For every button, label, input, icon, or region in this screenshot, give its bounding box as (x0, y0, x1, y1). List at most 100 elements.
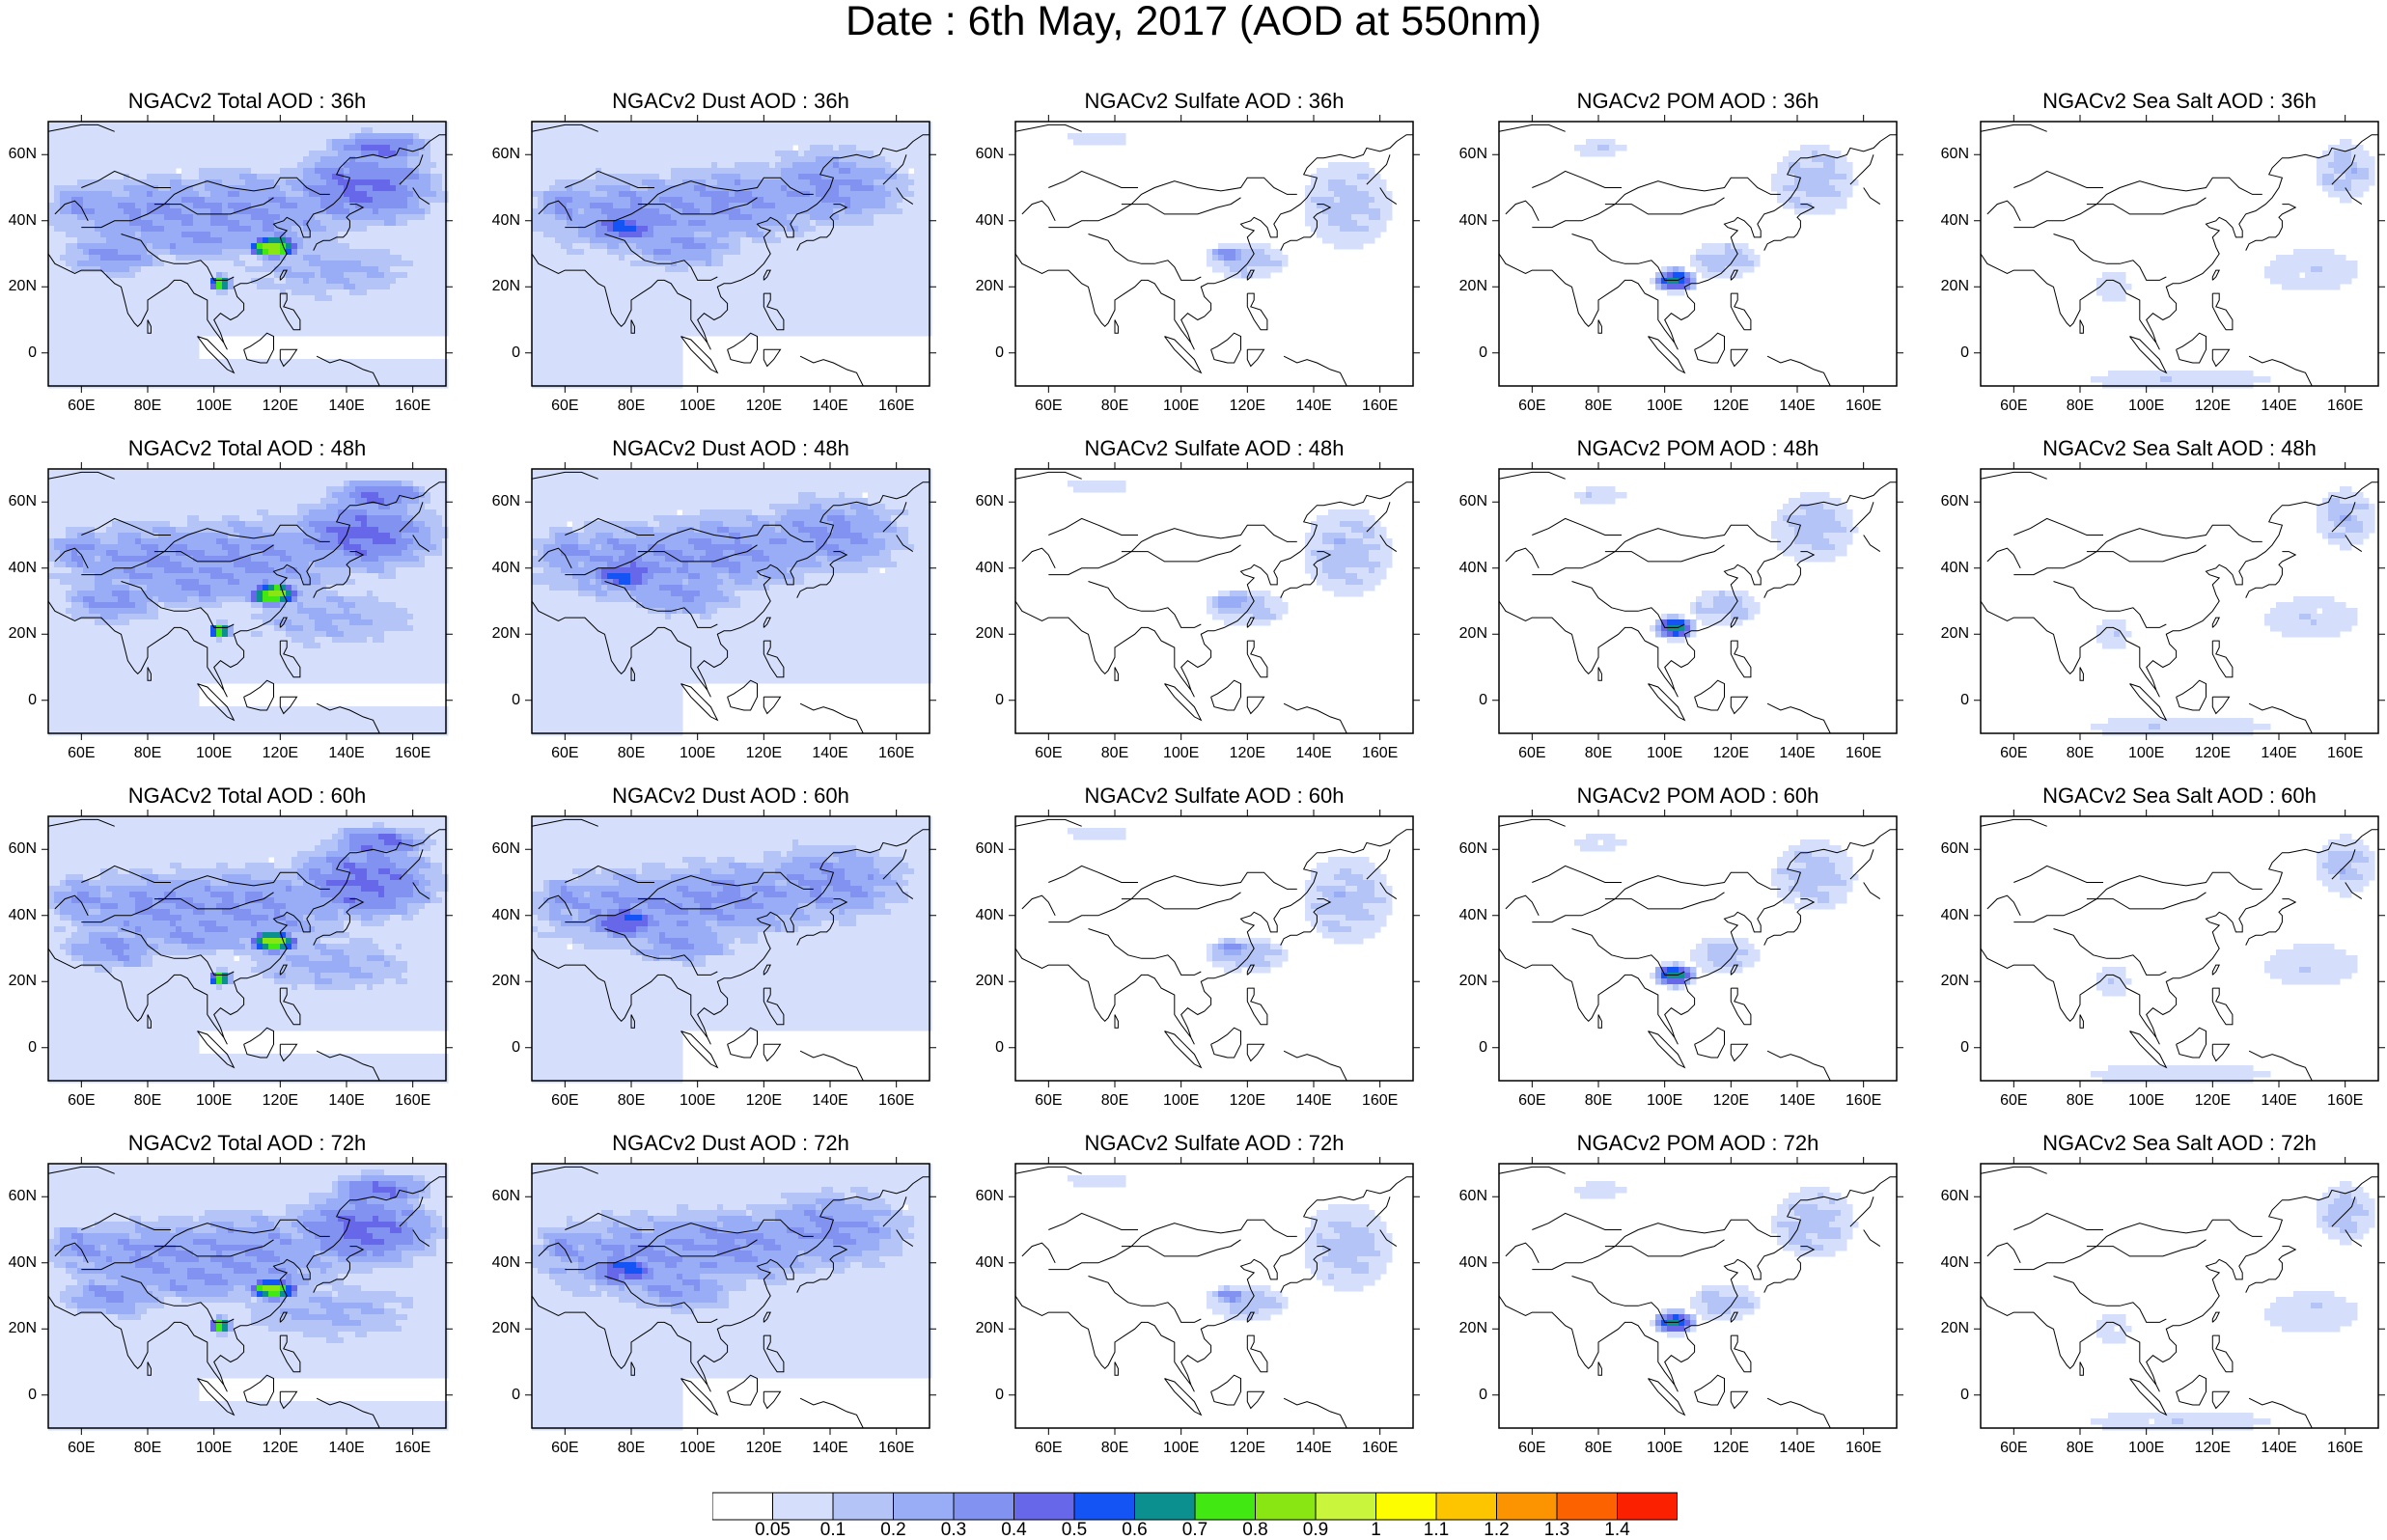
aod-cell (141, 237, 148, 244)
aod-cell (584, 232, 591, 238)
aod-cell (407, 156, 414, 163)
aod-cell (274, 359, 281, 366)
aod-cell (659, 197, 666, 204)
aod-cell (170, 289, 177, 296)
aod-cell (419, 249, 426, 256)
aod-cell (234, 284, 240, 290)
aod-cell (100, 191, 107, 198)
aod-cell (572, 208, 579, 215)
aod-cell (671, 243, 678, 250)
aod-cell (129, 289, 136, 296)
aod-cell (717, 191, 724, 198)
aod-cell (147, 324, 153, 331)
aod-cell (902, 179, 909, 186)
aod-cell (436, 226, 443, 233)
aod-cell (77, 301, 84, 308)
aod-cell (402, 145, 408, 151)
aod-cell (361, 278, 368, 285)
aod-cell (118, 365, 125, 371)
aod-cell (833, 162, 840, 169)
aod-cell (245, 318, 252, 325)
aod-cell (286, 185, 292, 192)
aod-cell (384, 313, 391, 319)
aod-cell (532, 203, 539, 209)
aod-cell (361, 214, 368, 221)
aod-cell (320, 151, 327, 157)
aod-cell (344, 330, 350, 337)
aod-cell (124, 249, 130, 256)
aod-cell (367, 359, 374, 366)
aod-cell (561, 261, 568, 267)
aod-cell (436, 139, 443, 146)
aod-cell (914, 214, 921, 221)
aod-cell (561, 220, 568, 227)
aod-cell (205, 139, 211, 146)
aod-cell (746, 197, 753, 204)
aod-cell (804, 255, 811, 261)
aod-cell (584, 122, 591, 128)
aod-cell (263, 255, 269, 261)
aod-cell (810, 185, 817, 192)
aod-cell (856, 151, 863, 157)
aod-cell (711, 174, 718, 180)
aod-cell (436, 168, 443, 175)
aod-cell (555, 133, 562, 140)
aod-cell (700, 174, 707, 180)
aod-cell (856, 156, 863, 163)
aod-cell (746, 261, 753, 267)
aod-cell (625, 266, 631, 273)
aod-cell (193, 133, 200, 140)
aod-cell (781, 255, 788, 261)
aod-cell (711, 220, 718, 227)
aod-cell (792, 214, 799, 221)
aod-cell (729, 133, 736, 140)
aod-cell (176, 376, 182, 383)
aod-cell (286, 232, 292, 238)
aod-cell (205, 330, 211, 337)
aod-cell (129, 359, 136, 366)
aod-cell (344, 220, 350, 227)
aod-cell (268, 139, 275, 146)
aod-cell (320, 307, 327, 314)
aod-cell (349, 324, 356, 331)
aod-cell (286, 330, 292, 337)
aod-cell (653, 220, 660, 227)
aod-cell (66, 179, 72, 186)
aod-cell (677, 151, 683, 157)
aod-cell (234, 127, 240, 134)
aod-cell (83, 220, 90, 227)
aod-cell (729, 139, 736, 146)
aod-cell (373, 145, 379, 151)
aod-cell (549, 255, 556, 261)
aod-cell (717, 266, 724, 273)
aod-cell (425, 168, 431, 175)
aod-cell (135, 174, 142, 180)
aod-cell (419, 208, 426, 215)
aod-cell (315, 330, 321, 337)
aod-cell (338, 168, 345, 175)
aod-cell (833, 127, 840, 134)
aod-cell (349, 133, 356, 140)
aod-cell (868, 133, 874, 140)
panel-title: NGACv2 Dust AOD : 36h (532, 89, 930, 114)
aod-cell (124, 208, 130, 215)
aod-cell (659, 237, 666, 244)
aod-cell (309, 376, 316, 383)
aod-cell (83, 226, 90, 233)
aod-cell (106, 208, 113, 215)
aod-cell (71, 278, 78, 285)
aod-cell (216, 237, 223, 244)
aod-cell (555, 249, 562, 256)
aod-cell (245, 249, 252, 256)
aod-cell (228, 203, 235, 209)
aod-cell (100, 324, 107, 331)
aod-cell (653, 203, 660, 209)
aod-cell (384, 243, 391, 250)
aod-cell (66, 261, 72, 267)
aod-cell (355, 214, 362, 221)
aod-cell (71, 220, 78, 227)
aod-cell (787, 151, 793, 157)
aod-cell (338, 243, 345, 250)
aod-cell (891, 127, 898, 134)
aod-cell (216, 127, 223, 134)
